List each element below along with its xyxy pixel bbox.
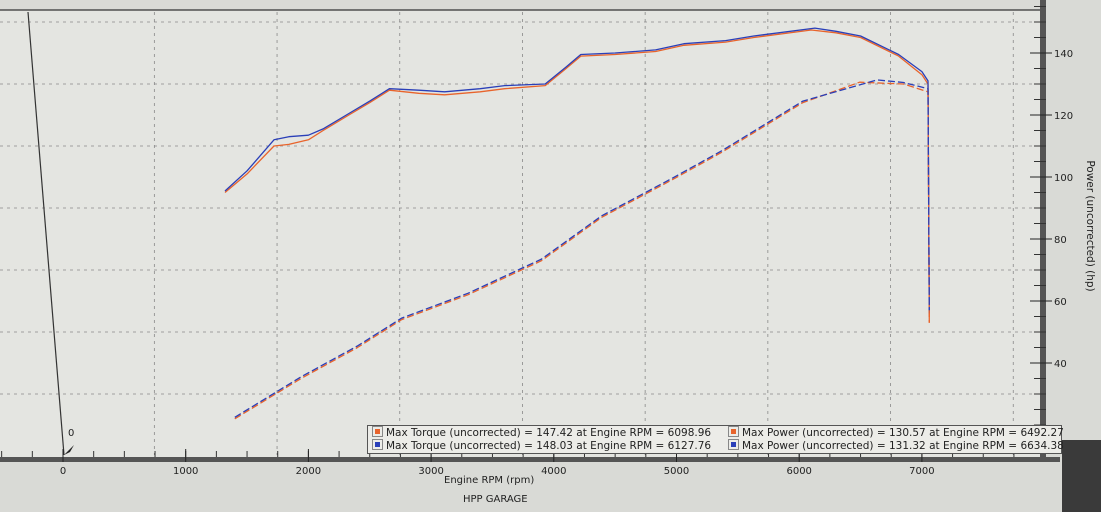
right-axis-bar bbox=[1040, 0, 1046, 457]
y-tick-label: 60 bbox=[1054, 297, 1067, 308]
y-tick-label: 40 bbox=[1054, 359, 1067, 370]
x-tick-label: 2000 bbox=[296, 466, 321, 477]
legend-swatch-torque-run2 bbox=[372, 439, 383, 450]
screen-bezel bbox=[1062, 440, 1101, 512]
x-tick-label: 5000 bbox=[664, 466, 689, 477]
legend-torque-run2: Max Torque (uncorrected) = 148.03 at Eng… bbox=[386, 440, 712, 452]
x-tick-label: 4000 bbox=[541, 466, 566, 477]
y-axis-label: Power (uncorrected) (hp) bbox=[1084, 160, 1096, 292]
legend-swatch-power-run2 bbox=[728, 439, 739, 450]
y-tick-label: 120 bbox=[1054, 111, 1073, 122]
legend: Max Torque (uncorrected) = 147.42 at Eng… bbox=[367, 425, 1064, 454]
cursor-arrow-icon bbox=[64, 445, 74, 455]
legend-swatch-power-run1 bbox=[728, 426, 739, 437]
x-tick-label: 1000 bbox=[173, 466, 198, 477]
legend-power-run2: Max Power (uncorrected) = 131.32 at Engi… bbox=[742, 440, 1064, 452]
torque-curve-run2 bbox=[224, 27, 930, 314]
plot-area bbox=[0, 10, 1040, 457]
power-curve-run2 bbox=[234, 79, 930, 418]
power-curve-run1 bbox=[234, 81, 930, 420]
y-tick-label: 140 bbox=[1054, 49, 1073, 60]
legend-power-run1: Max Power (uncorrected) = 130.57 at Engi… bbox=[742, 427, 1064, 439]
legend-torque-run1: Max Torque (uncorrected) = 147.42 at Eng… bbox=[386, 427, 712, 439]
torque-curve-run1 bbox=[224, 29, 930, 323]
left-axis-line bbox=[27, 11, 65, 456]
legend-swatch-torque-run1 bbox=[372, 426, 383, 437]
y-tick-label: 80 bbox=[1054, 235, 1067, 246]
x-tick-label: 3000 bbox=[418, 466, 443, 477]
x-axis-bar bbox=[0, 457, 1060, 462]
left-axis-zero-label: 0 bbox=[68, 428, 74, 439]
x-tick-label: 7000 bbox=[909, 466, 934, 477]
footer-title: HPP GARAGE bbox=[463, 494, 528, 505]
x-tick-label: 6000 bbox=[786, 466, 811, 477]
y-tick-label: 100 bbox=[1054, 173, 1073, 184]
x-tick-label: 0 bbox=[60, 466, 66, 477]
x-axis-label: Engine RPM (rpm) bbox=[444, 475, 535, 486]
